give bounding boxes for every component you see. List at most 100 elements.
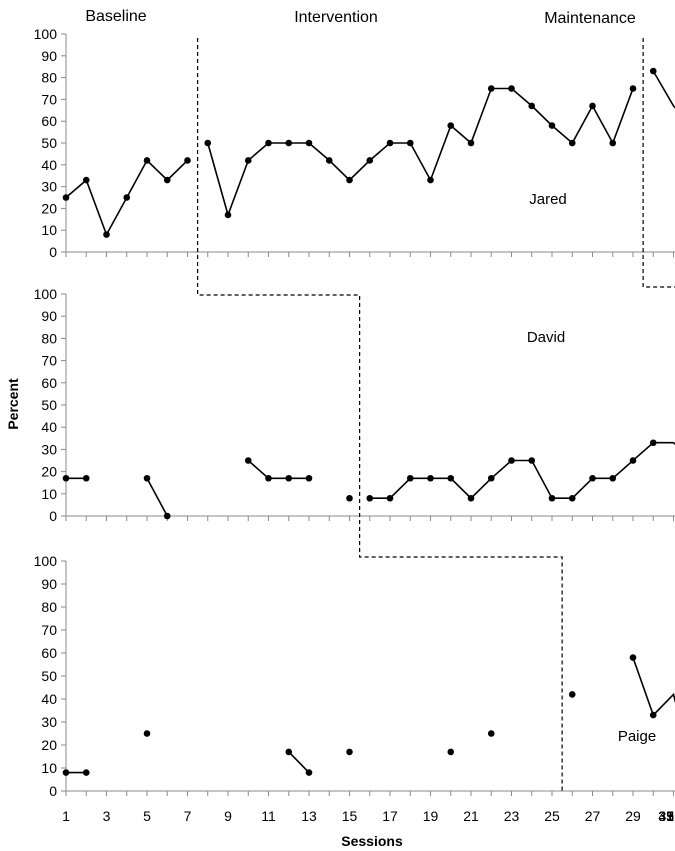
- data-point: [487, 730, 495, 737]
- data-point: [568, 139, 576, 147]
- phase-change-lines: [197, 38, 675, 791]
- series-line: [632, 657, 675, 717]
- data-point: [204, 139, 212, 147]
- x-tick-label: 15: [342, 808, 358, 824]
- series-line: [288, 751, 310, 774]
- series-line: [369, 441, 675, 500]
- x-tick-label: 41: [658, 808, 674, 824]
- data-point: [82, 176, 90, 184]
- data-point: [346, 494, 353, 502]
- x-tick-label: 13: [301, 808, 317, 824]
- series-line: [247, 459, 309, 480]
- participant-name-label: David: [527, 329, 565, 346]
- data-point: [649, 711, 657, 719]
- data-point: [568, 494, 576, 502]
- y-tick-label: 70: [41, 91, 57, 107]
- participant-name-label: Jared: [529, 191, 567, 208]
- data-point: [487, 474, 495, 482]
- data-point: [629, 85, 637, 92]
- y-tick-label: 60: [41, 645, 57, 661]
- y-tick-label: 70: [41, 353, 57, 369]
- data-point: [589, 474, 596, 482]
- data-point: [548, 122, 556, 129]
- x-tick-label: 37: [658, 808, 674, 824]
- data-point: [467, 139, 475, 147]
- y-tick-label: 30: [41, 441, 57, 457]
- x-tick-label: 9: [224, 808, 232, 824]
- data-point: [447, 122, 455, 129]
- phase-label-maintenance: Maintenance: [544, 10, 636, 27]
- y-tick-label: 40: [41, 419, 57, 435]
- y-tick-label: 80: [41, 330, 57, 346]
- series-line: [652, 70, 675, 109]
- data-point: [143, 474, 151, 482]
- y-tick-label: 60: [41, 375, 57, 391]
- intervention-phase-change-line: [197, 38, 563, 791]
- y-tick-label: 50: [41, 397, 57, 413]
- data-point: [589, 102, 596, 110]
- data-point: [467, 494, 475, 502]
- data-point: [508, 85, 515, 92]
- series-line: [207, 87, 634, 218]
- data-point: [82, 474, 90, 482]
- data-point: [629, 457, 637, 464]
- data-point: [568, 691, 576, 698]
- data-point: [285, 748, 293, 756]
- phase-label-intervention: Intervention: [294, 9, 378, 26]
- y-tick-label: 90: [41, 576, 57, 592]
- data-point: [285, 139, 293, 147]
- data-point: [609, 139, 617, 147]
- x-tick-label: 7: [184, 808, 192, 824]
- data-point: [346, 748, 353, 756]
- maintenance-phase-change-line: [642, 38, 675, 288]
- y-tick-label: 0: [49, 508, 57, 524]
- y-tick-label: 100: [34, 553, 58, 569]
- y-tick-label: 40: [41, 691, 57, 707]
- y-tick-label: 20: [41, 737, 57, 753]
- data-point: [528, 102, 536, 110]
- panel-jared: 0 10 20 30 40 50 60 70 80 90 100 Jared: [34, 26, 675, 260]
- y-axis-title: Percent: [5, 378, 21, 430]
- y-tick-label: 60: [41, 113, 57, 129]
- y-tick-label: 10: [41, 222, 57, 238]
- x-tick-label: 23: [504, 808, 520, 824]
- data-point: [163, 512, 171, 520]
- data-point: [346, 176, 353, 184]
- data-point: [285, 474, 293, 482]
- x-tick-label: 3: [103, 808, 111, 824]
- data-point: [163, 176, 171, 184]
- x-axis-title: Sessions: [341, 833, 403, 849]
- y-tick-label: 40: [41, 157, 57, 173]
- data-point: [62, 474, 70, 482]
- data-point: [325, 157, 333, 164]
- data-point: [548, 494, 556, 502]
- data-point: [244, 457, 252, 464]
- y-tick-label: 80: [41, 70, 57, 86]
- x-tick-label: 29: [625, 808, 641, 824]
- data-point: [265, 139, 272, 147]
- x-tick-label: 25: [544, 808, 560, 824]
- panels-group: 0102030405060708090100Jared0102030405060…: [34, 26, 675, 799]
- y-tick-label: 0: [49, 244, 57, 260]
- x-tick-label: 19: [423, 808, 439, 824]
- data-point: [143, 157, 151, 164]
- data-point: [143, 730, 151, 737]
- data-point: [386, 139, 394, 147]
- y-tick-label: 30: [41, 714, 57, 730]
- data-point: [609, 474, 617, 482]
- x-tick-label: 27: [585, 808, 601, 824]
- x-tick-label: 1: [62, 808, 70, 824]
- x-tick-label: 5: [143, 808, 151, 824]
- data-point: [366, 494, 374, 502]
- x-tick-label: 17: [382, 808, 398, 824]
- x-tick-label: 39: [658, 808, 674, 824]
- y-tick-label: 20: [41, 464, 57, 480]
- x-tick-label: 11: [261, 808, 276, 824]
- panel-paige: 0 10 20 30 40 50 60 70 80 90 100 Paige: [34, 553, 675, 799]
- data-point: [366, 157, 374, 164]
- data-point: [508, 457, 515, 464]
- y-tick-label: 10: [41, 486, 57, 502]
- x-tick-label: 31: [658, 808, 674, 824]
